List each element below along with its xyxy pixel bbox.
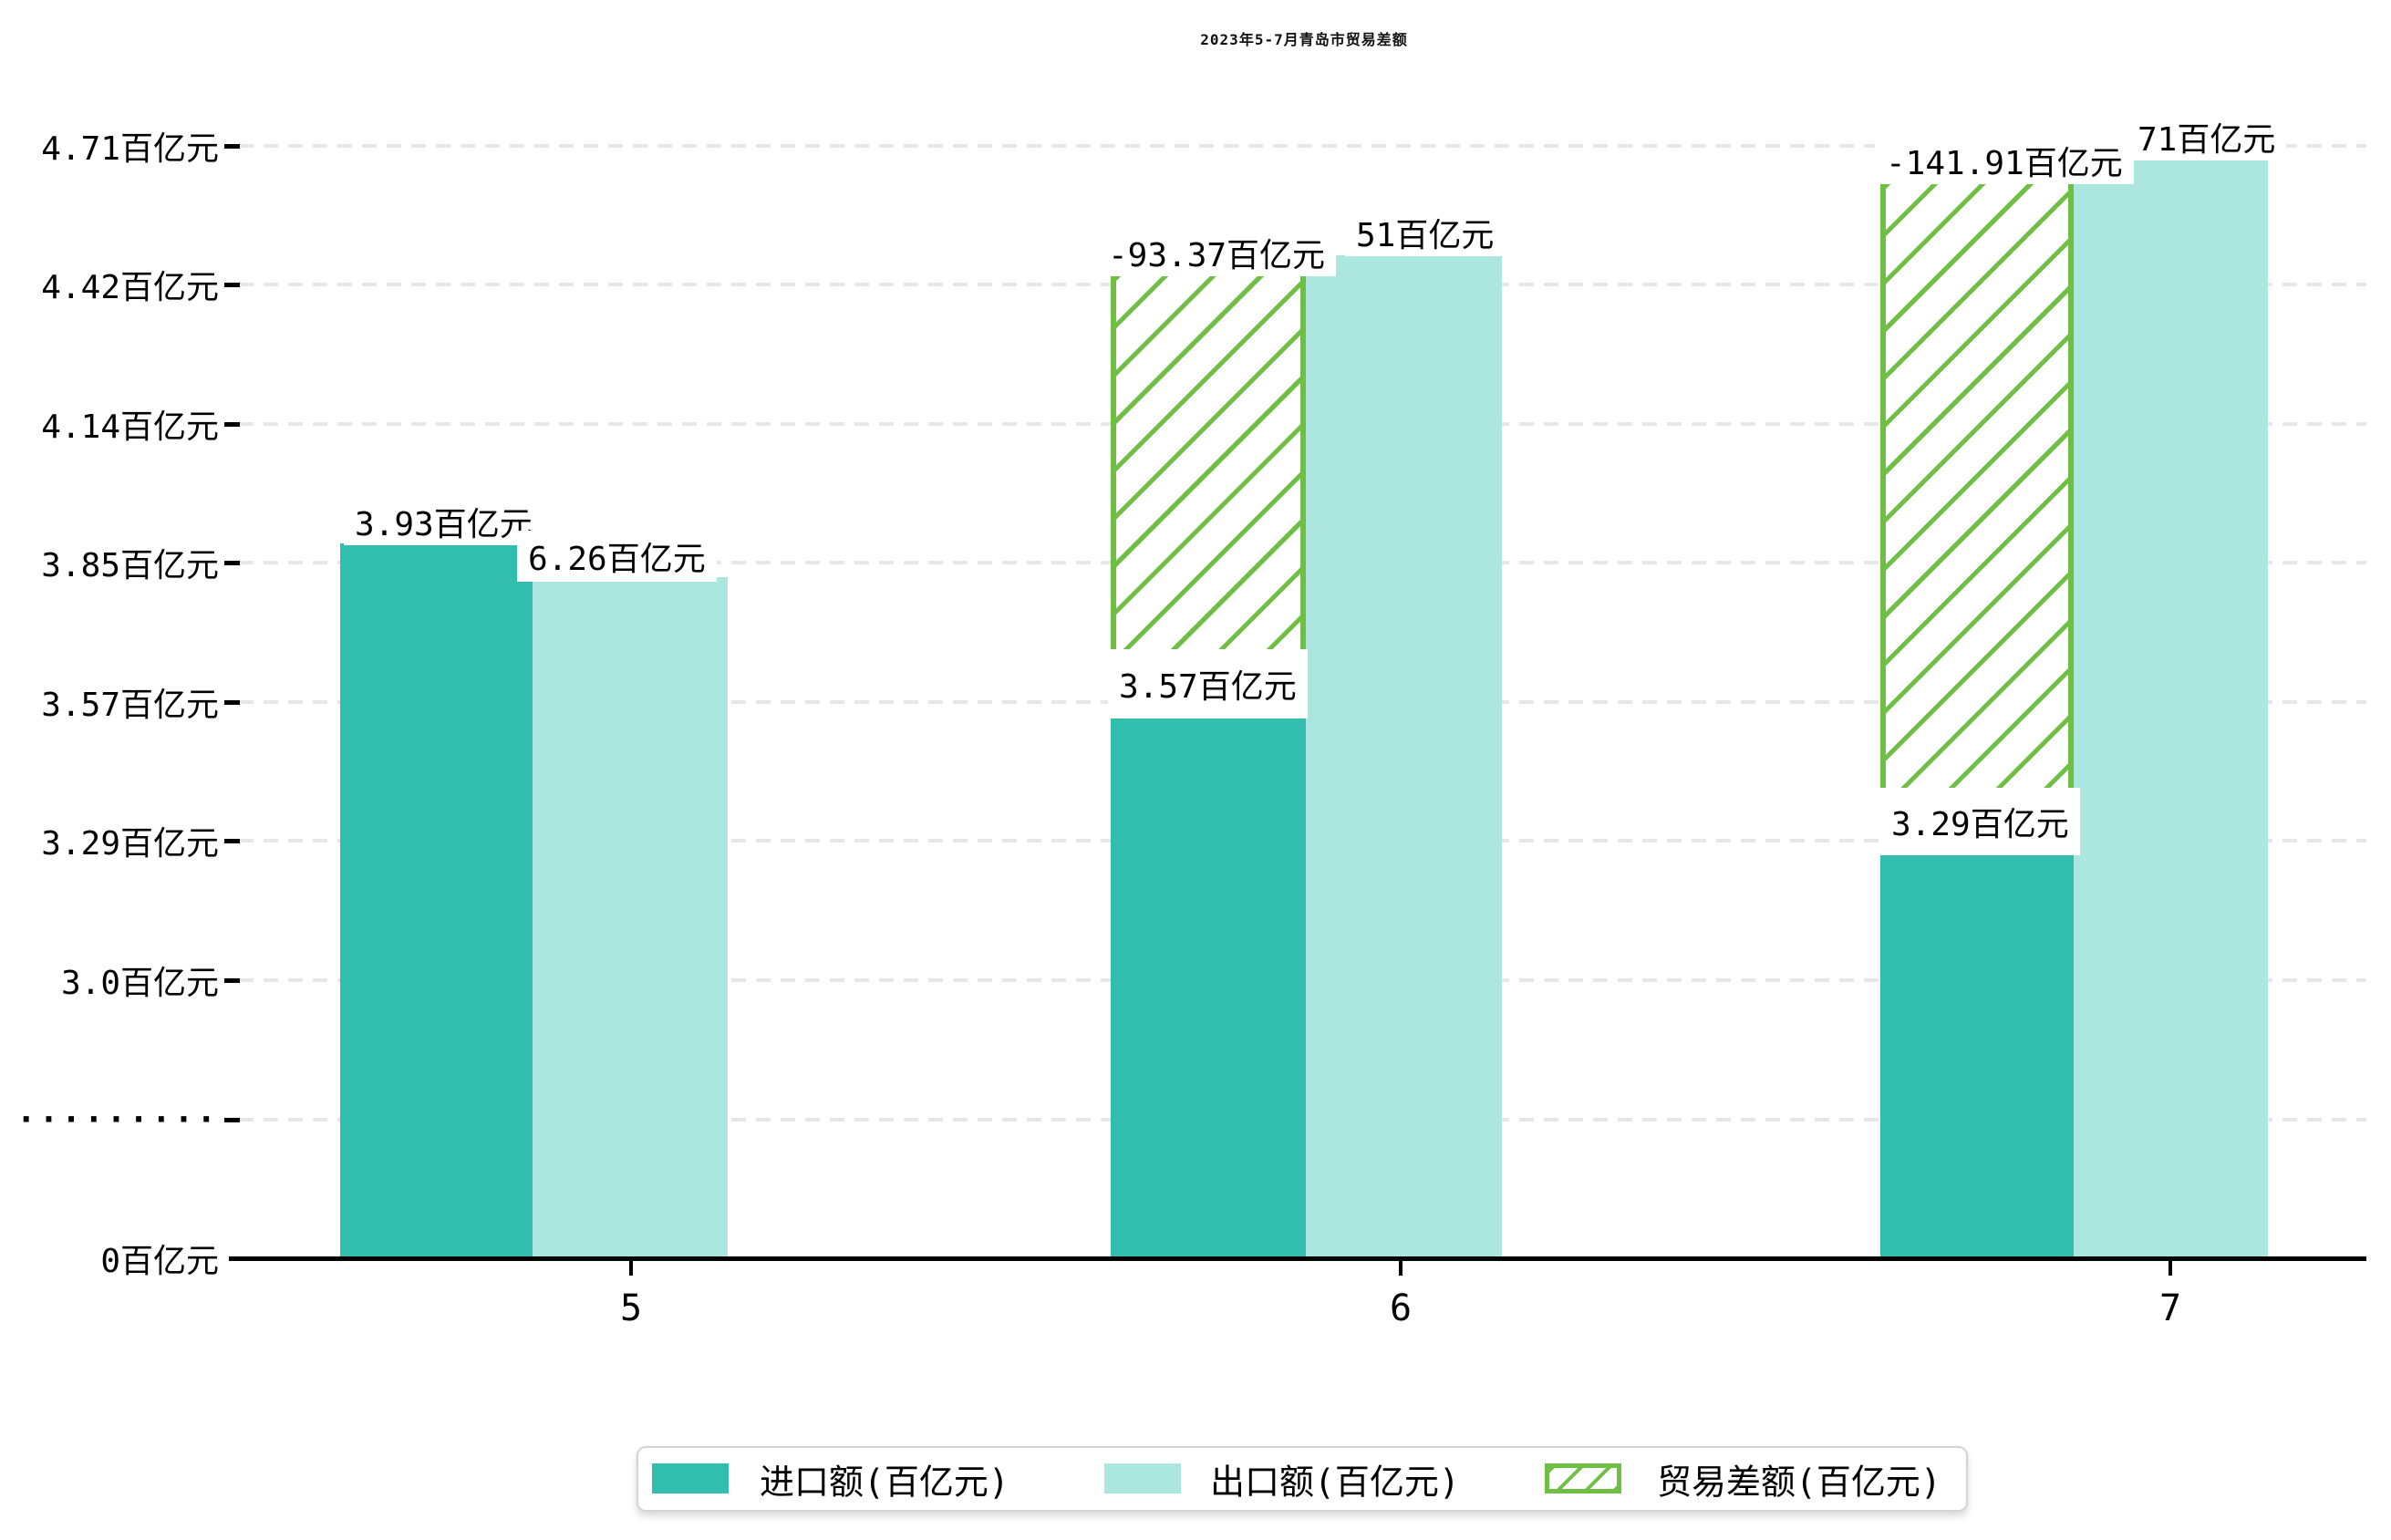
y-tick-mark — [224, 422, 240, 427]
legend-label-export: 出口额(百亿元) — [1210, 1462, 1460, 1503]
y-tick-mark — [224, 978, 240, 983]
y-tick-label: 3.29百亿元 — [41, 825, 219, 863]
bar-value-label: 3.93百亿元 — [344, 498, 543, 545]
y-tick-mark — [224, 283, 240, 287]
y-tick-label: 3.0百亿元 — [60, 965, 219, 1002]
x-tick-mark — [2168, 1261, 2172, 1276]
export-bar — [1306, 255, 1502, 1256]
export-bar — [533, 577, 728, 1256]
y-tick-label: 0百亿元 — [100, 1243, 219, 1280]
legend-swatch-export — [1104, 1463, 1181, 1493]
export-bar — [2074, 158, 2268, 1256]
import-bar — [340, 543, 533, 1256]
y-tick-label: 3.57百亿元 — [41, 687, 219, 724]
y-tick-label: 3.85百亿元 — [41, 547, 219, 584]
legend-swatch-balance — [1545, 1463, 1621, 1493]
bar-value-label: -141.91百亿元 — [1875, 137, 2134, 184]
import-bar — [1111, 718, 1306, 1256]
x-tick-mark — [1399, 1261, 1403, 1276]
bar-value-label: 3.29百亿元 — [1880, 788, 2080, 855]
balance-bar — [1880, 182, 2074, 855]
x-tick-label: 6 — [1389, 1287, 1413, 1329]
y-tick-label: 4.14百亿元 — [41, 408, 219, 446]
bar-value-label: 71百亿元 — [2127, 113, 2287, 160]
bar-value-label: 3.57百亿元 — [1108, 649, 1308, 718]
gridline — [239, 144, 2366, 148]
legend-label-import: 进口额(百亿元) — [760, 1462, 1009, 1503]
balance-bar — [1111, 274, 1306, 718]
bar-value-label: 6.26百亿元 — [517, 531, 717, 582]
chart-title: 2023年5-7月青岛市贸易差额 — [1200, 31, 1408, 48]
x-tick-mark — [629, 1261, 633, 1276]
import-bar — [1880, 855, 2074, 1256]
bar-value-label: 51百亿元 — [1345, 209, 1506, 256]
x-tick-label: 7 — [2158, 1287, 2182, 1329]
y-tick-mark — [224, 839, 240, 843]
x-axis-line — [229, 1256, 2366, 1261]
legend-label-balance: 贸易差额(百亿元) — [1657, 1462, 1941, 1503]
y-tick-label: 4.71百亿元 — [41, 130, 219, 168]
bar-value-label: -93.37百亿元 — [1097, 229, 1337, 276]
legend-frame — [637, 1446, 1968, 1512]
y-tick-mark — [224, 700, 240, 705]
y-tick-label: 4.42百亿元 — [41, 269, 219, 306]
y-tick-mark — [224, 1118, 240, 1122]
y-tick-label: ········· — [16, 1101, 219, 1139]
legend-swatch-import — [652, 1463, 729, 1493]
y-tick-mark — [224, 561, 240, 565]
y-tick-mark — [224, 144, 240, 149]
x-tick-label: 5 — [619, 1287, 643, 1329]
